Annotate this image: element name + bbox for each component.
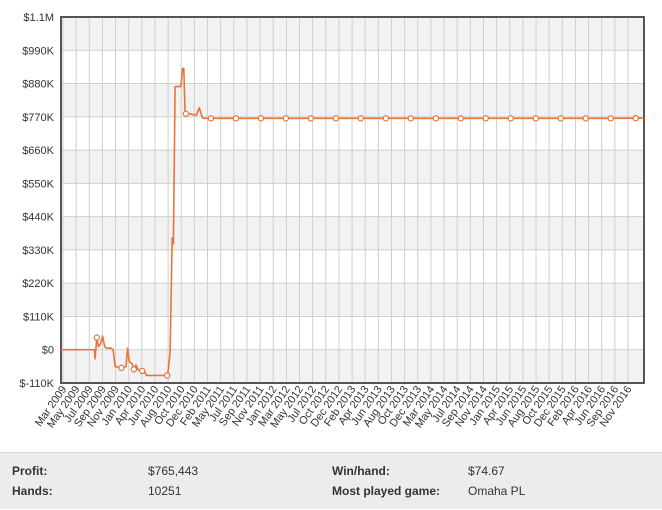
data-point-marker [139,367,146,375]
data-point-marker [332,115,340,122]
chart-area: $-110K $0 $110K $220K $330K $440K $550K $660K $7… [19,12,645,430]
data-point-marker [557,115,564,122]
y-tick-label: $550K [22,178,54,190]
y-tick-label: $880K [22,79,54,91]
winhand-label: Win/hand: [332,464,390,478]
y-tick-label: $110K [23,311,55,323]
profit-value: $765,443 [148,464,199,478]
y-tick-label: $990K [22,45,54,57]
plot-border [60,16,645,384]
data-point-marker [207,115,215,122]
profit-label: Profit: [12,464,48,478]
y-tick-label: $-110K [19,378,54,390]
y-tick-label: $440K [22,212,54,224]
y-tick-label: $330K [22,245,54,257]
data-point-marker [130,366,138,373]
data-point-marker [632,114,639,122]
data-point-marker [457,115,464,122]
data-point-marker [407,115,414,122]
data-point-marker [607,115,614,122]
data-point-marker [382,115,390,122]
data-point-marker [507,115,514,122]
data-point-marker [532,115,539,122]
data-point-marker [163,372,171,379]
y-tick-label: $770K [22,112,54,124]
data-point-marker [432,115,439,122]
most-played-game-value: Omaha PL [468,484,526,498]
y-tick-label: $0 [42,345,54,357]
data-point-marker [307,115,315,122]
data-point-marker [582,115,589,122]
profit-chart: $-110K $0 $110K $220K $330K $440K $550K $660K $7… [19,12,645,430]
winhand-value: $74.67 [468,464,505,478]
data-point-marker [257,115,265,122]
data-point-marker [93,334,101,341]
data-point-marker [118,364,125,372]
most-played-game-label: Most played game: [332,484,441,498]
hands-value: 10251 [148,484,182,498]
data-point-marker [232,115,240,122]
y-tick-label: $1.1M [23,12,54,24]
data-point-marker [357,115,365,122]
data-point-marker [282,115,290,122]
y-tick-label: $660K [22,145,54,157]
data-point-marker [482,115,489,122]
stats-panel: Profit: $765,443 Hands: 10251 Win/hand: … [0,452,662,509]
data-point-marker [182,110,190,117]
hands-label: Hands: [12,484,53,498]
y-tick-label: $220K [22,278,54,290]
